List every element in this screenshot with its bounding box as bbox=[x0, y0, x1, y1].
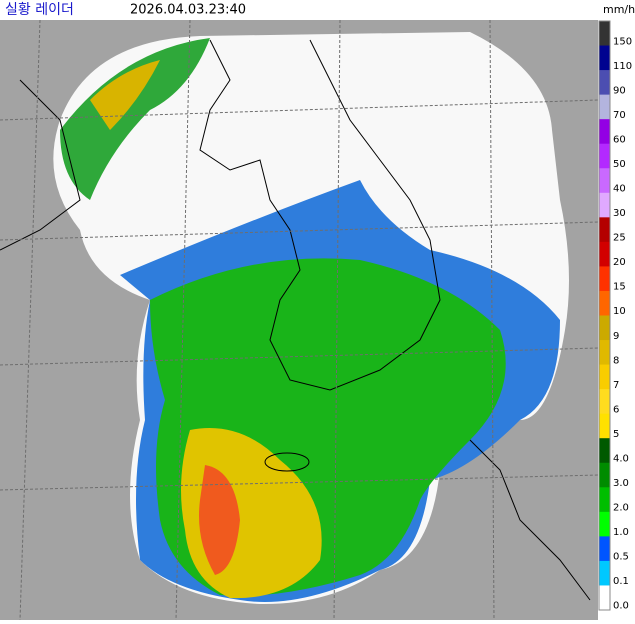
legend-label: 0.5 bbox=[613, 552, 629, 563]
coastlines bbox=[0, 39, 591, 601]
legend-label: 50 bbox=[613, 159, 626, 170]
legend-swatch bbox=[599, 487, 610, 513]
page-title: 실황 레이더 bbox=[5, 2, 74, 18]
rain-north-heavy bbox=[90, 60, 160, 130]
header-bar bbox=[0, 0, 635, 20]
map bbox=[0, 19, 599, 621]
legend-label: 10 bbox=[613, 306, 626, 317]
legend-label: 30 bbox=[613, 208, 626, 219]
legend-swatch bbox=[599, 290, 610, 316]
legend-label: 6 bbox=[613, 404, 619, 415]
legend-label: 7 bbox=[613, 380, 619, 391]
legend-label: 15 bbox=[613, 282, 626, 293]
legend-swatch bbox=[599, 70, 610, 96]
china-coast bbox=[0, 79, 81, 251]
legend-label: 60 bbox=[613, 134, 626, 145]
legend-swatch bbox=[599, 217, 610, 243]
grid-line bbox=[19, 19, 41, 621]
legend-label: 40 bbox=[613, 184, 626, 195]
legend-swatch bbox=[599, 364, 610, 390]
japan-coast bbox=[469, 439, 591, 601]
legend-swatch bbox=[599, 413, 610, 439]
legend-label: 9 bbox=[613, 331, 619, 342]
legend-swatch bbox=[599, 168, 610, 194]
legend-swatch bbox=[599, 340, 610, 366]
legend-label: 1.0 bbox=[613, 527, 629, 538]
legend-swatch bbox=[599, 241, 610, 267]
legend-label: 0.0 bbox=[613, 601, 629, 612]
unit-label: mm/h bbox=[603, 3, 635, 16]
legend-swatch bbox=[599, 119, 610, 145]
legend-swatch bbox=[599, 585, 610, 611]
legend-label: 5 bbox=[613, 429, 619, 440]
legend-swatch bbox=[599, 511, 610, 537]
legend-label: 3.0 bbox=[613, 478, 629, 489]
legend-label: 70 bbox=[613, 110, 626, 121]
legend-label: 150 bbox=[613, 36, 632, 47]
legend-label: 4.0 bbox=[613, 453, 629, 464]
legend-swatch bbox=[599, 389, 610, 415]
legend-swatch bbox=[599, 143, 610, 169]
legend-label: 0.1 bbox=[613, 576, 629, 587]
legend-label: 25 bbox=[613, 233, 626, 244]
jeju-island bbox=[264, 452, 310, 472]
legend-label: 2.0 bbox=[613, 503, 629, 514]
legend-swatch bbox=[599, 266, 610, 292]
grid-line bbox=[333, 19, 341, 621]
grid-line bbox=[175, 19, 191, 621]
peninsula-coast bbox=[199, 39, 441, 391]
legend-swatch bbox=[599, 462, 610, 488]
rain-intense bbox=[199, 465, 240, 575]
legend-label: 20 bbox=[613, 257, 626, 268]
legend-swatch bbox=[599, 315, 610, 341]
legend-swatch bbox=[599, 21, 610, 47]
legend-swatch bbox=[599, 438, 610, 464]
legend-swatch bbox=[599, 536, 610, 562]
graticule bbox=[0, 19, 599, 621]
legend-label: 8 bbox=[613, 355, 619, 366]
rain-north bbox=[60, 38, 210, 200]
legend-frame bbox=[598, 20, 611, 611]
timestamp: 2026.04.03.23:40 bbox=[130, 3, 246, 18]
legend-label: 90 bbox=[613, 85, 626, 96]
legend-swatch bbox=[599, 192, 610, 218]
legend-swatch bbox=[599, 45, 610, 71]
legend-swatch bbox=[599, 94, 610, 120]
grid-line bbox=[489, 19, 495, 621]
legend-label: 110 bbox=[613, 61, 632, 72]
legend-swatch bbox=[599, 560, 610, 586]
legend: 150 110 90 70 60 50 40 30 25 20 15 10 9 8 7 6 5 4.0 3.0 2.0… bbox=[598, 20, 632, 612]
